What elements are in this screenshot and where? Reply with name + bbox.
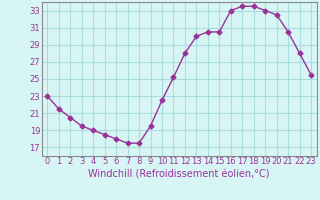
X-axis label: Windchill (Refroidissement éolien,°C): Windchill (Refroidissement éolien,°C) [88, 169, 270, 179]
